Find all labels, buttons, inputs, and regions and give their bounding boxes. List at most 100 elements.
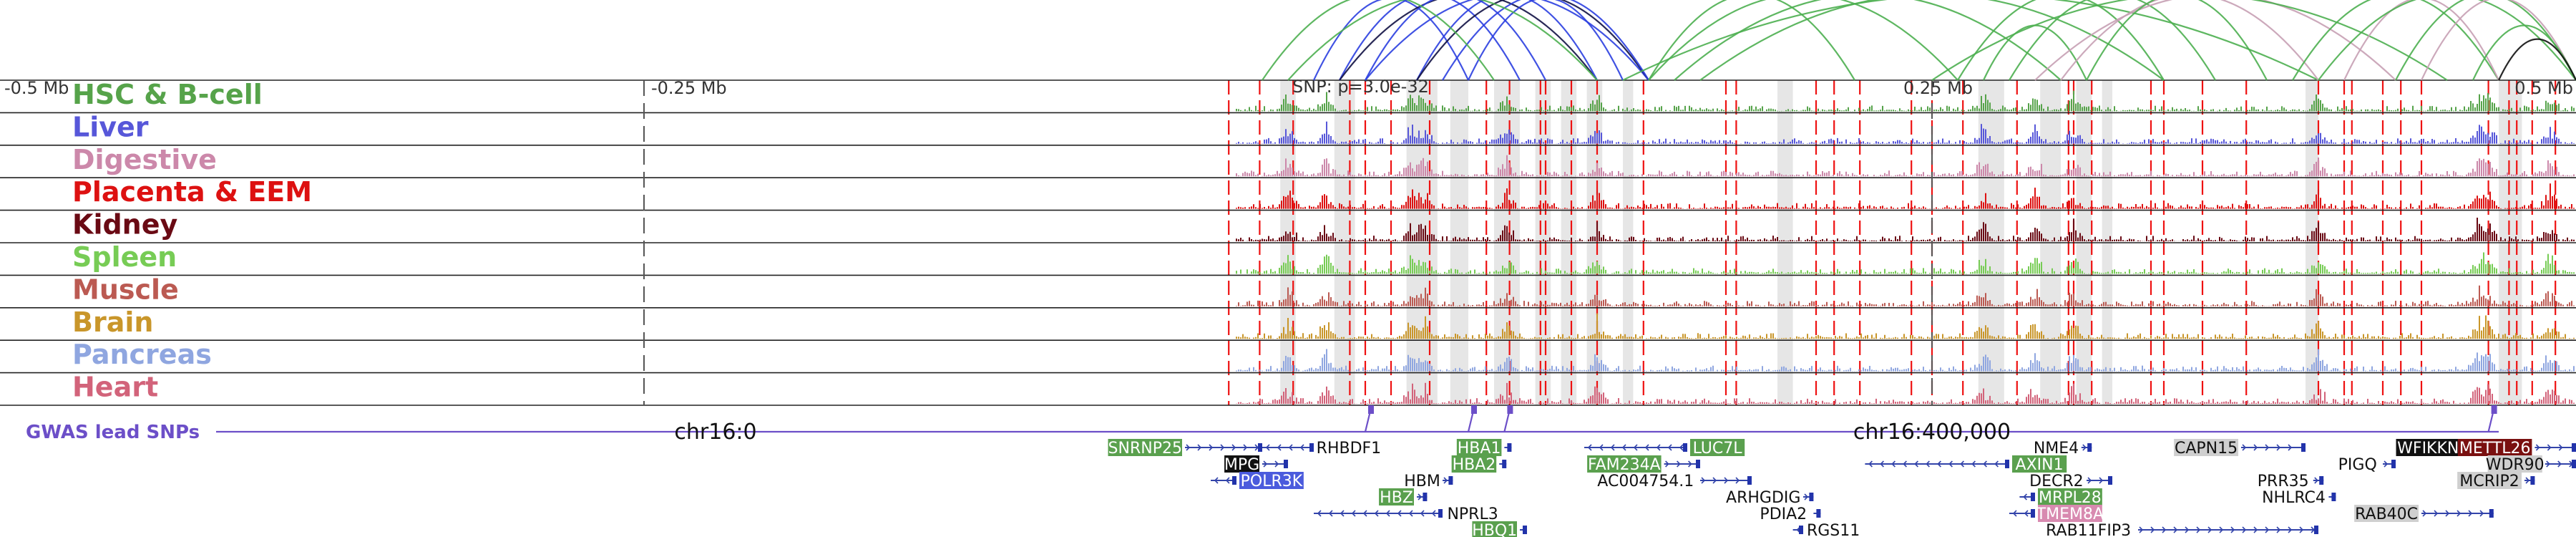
gene-label-box: [1239, 472, 1304, 489]
gene-label: CAPN15: [2175, 440, 2238, 458]
gene-label: NPRL3: [1447, 505, 1498, 523]
gene-label: WDR90: [2486, 456, 2545, 474]
interaction-arc: [2060, 0, 2319, 81]
gene-label: RAB40C: [2355, 505, 2418, 523]
gene-label-box: [1587, 455, 1662, 473]
gene-label: HBA2: [1453, 456, 1496, 474]
gene-label-box: [1224, 455, 1259, 473]
exon-block: [2108, 476, 2112, 485]
ruler-group: -0.5 Mb -0.25 Mb 0.25 Mb 0.5 Mb SNP: p=3.0e-…: [4, 77, 2573, 405]
gene-label: AC004754.1: [1597, 473, 1694, 490]
exon-block: [1507, 443, 1512, 452]
interaction-arc: [2086, 0, 2268, 81]
exon-block: [2087, 443, 2092, 452]
gene-label-box: [2012, 455, 2067, 473]
exon-block: [1683, 443, 1687, 452]
gene-label: HBM: [1404, 473, 1440, 490]
strand-chevrons: [1263, 460, 1279, 468]
interaction-arc: [1416, 0, 1598, 81]
interaction-arc: [1339, 0, 1521, 81]
strand-chevrons: [1443, 477, 1448, 484]
exon-block: [1423, 493, 1428, 501]
exon-block: [2319, 476, 2324, 485]
signal-track: [1236, 382, 2575, 404]
interaction-arc: [2395, 0, 2576, 81]
ruler-tick-label: 0.25 Mb: [1903, 78, 1973, 98]
strand-chevrons: [1317, 510, 1436, 517]
strand-chevrons: [1186, 444, 1259, 451]
gene-label-box: [2174, 439, 2238, 456]
exon-block: [2572, 443, 2576, 452]
gene-label: AXIN1: [2016, 456, 2064, 474]
track-label: Muscle: [72, 274, 179, 305]
interaction-arc: [1365, 0, 1649, 81]
track-label: Brain: [72, 306, 153, 338]
gene-label: LUC7L: [1693, 440, 1743, 458]
gene-label: RAB11FIP3: [2046, 522, 2131, 537]
gene-label: MPG: [1224, 456, 1259, 474]
gene-label: DECR2: [2029, 473, 2084, 490]
coordinate-label: chr16:400,000: [1853, 420, 2011, 445]
interaction-arc: [1648, 0, 1958, 81]
signal-track: [1236, 121, 2575, 144]
track-label: Placenta & EEM: [72, 176, 312, 208]
gene-label: NHLRC4: [2262, 489, 2326, 507]
interaction-arc: [1622, 0, 2319, 81]
gene-label-box: [2457, 439, 2532, 456]
interaction-arc: [2421, 0, 2576, 81]
gene-label-box: [1379, 488, 1414, 505]
strand-chevrons: [1804, 493, 1809, 500]
exon-block: [2530, 476, 2535, 485]
interaction-arc: [1365, 0, 1546, 81]
track-label: Digestive: [72, 144, 217, 175]
gwas-marker: [2491, 405, 2497, 414]
strand-chevrons: [1868, 460, 1999, 468]
strand-chevrons: [2525, 477, 2530, 484]
gene-label: MCRIP2: [2459, 473, 2519, 490]
strand-chevrons: [1214, 477, 1230, 484]
strand-chevrons: [2139, 526, 2316, 533]
exon-block: [2031, 493, 2035, 501]
gene-label: METTL26: [2459, 440, 2531, 458]
ruler-tick-label: 0.5 Mb: [2514, 78, 2573, 98]
gene-label-box: [2487, 455, 2542, 473]
gene-label: POLR3K: [1241, 473, 1303, 490]
gene-label: RHBDF1: [1317, 440, 1382, 458]
interaction-arc: [1416, 0, 1649, 81]
gwas-label: GWAS lead SNPs: [26, 422, 200, 443]
gene-label: PRR35: [2258, 473, 2309, 490]
interaction-arc: [1339, 0, 1598, 81]
gene-label: HBZ: [1380, 489, 1413, 507]
interaction-arc: [2292, 0, 2499, 81]
ruler-tick-label: -0.5 Mb: [4, 78, 69, 98]
interaction-arc: [1468, 0, 1624, 81]
gene-label: ARHGDIG: [1726, 489, 1800, 507]
gene-label-box: [1451, 455, 1497, 473]
gene-label: FAM234A: [1588, 456, 1661, 474]
gene-label-box: [1472, 521, 1517, 537]
ruler-center-label: SNP: p=3.0e-32: [1292, 77, 1429, 97]
interaction-arc: [1674, 0, 2062, 81]
strand-chevrons: [1418, 493, 1423, 500]
strand-chevrons: [2242, 444, 2293, 451]
track-label: Pancreas: [72, 339, 212, 370]
strand-chevrons: [1701, 477, 1740, 484]
gene-label: NME4: [2034, 440, 2079, 458]
strand-chevrons: [2087, 477, 2104, 484]
exon-block: [2301, 443, 2306, 452]
gene-label: PDIA2: [1760, 505, 1807, 523]
signal-track: [1236, 252, 2575, 274]
gene-label: HBA1: [1458, 440, 1501, 458]
track-label: Liver: [72, 111, 149, 142]
gene-label: WFIKKN1: [2397, 440, 2469, 458]
exon-block: [1799, 526, 1803, 534]
track-label: Kidney: [72, 209, 177, 241]
track-label: Heart: [72, 372, 158, 403]
exon-block: [1816, 509, 1821, 518]
track-label: Spleen: [72, 241, 177, 273]
exon-block: [1809, 493, 1814, 501]
signal-track: [1236, 90, 2575, 112]
gene-label-box: [1456, 439, 1502, 456]
